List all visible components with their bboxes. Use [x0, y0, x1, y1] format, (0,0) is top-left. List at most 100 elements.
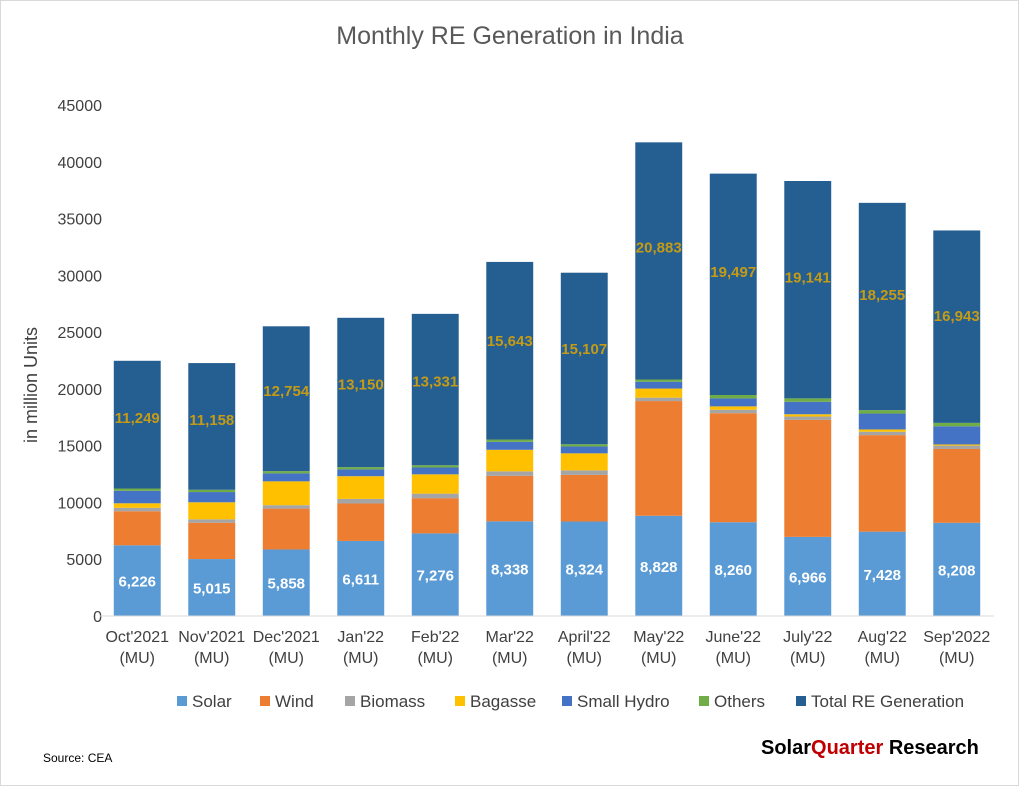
- bar-segment-wind: [560, 474, 608, 522]
- bar-segment-biomass: [262, 505, 310, 509]
- x-tick-unit: (MU): [417, 650, 453, 667]
- bar-segment-wind: [337, 503, 385, 541]
- x-tick-label: Sep'2022: [923, 629, 990, 646]
- data-label-total: 15,107: [561, 341, 607, 358]
- bar-segment-solar: [337, 540, 385, 616]
- bar-segment-small-hydro: [262, 473, 310, 482]
- bar-segment-small-hydro: [411, 467, 459, 475]
- legend-swatch-bagasse: [455, 696, 465, 706]
- bar-segment-wind: [709, 413, 757, 523]
- data-label-solar: 6,966: [789, 569, 827, 586]
- bar-segment-bagasse: [709, 406, 757, 410]
- x-tick-label: Dec'2021: [253, 629, 320, 646]
- bar-segment-others: [486, 439, 534, 442]
- bar-segment-bagasse: [337, 476, 385, 499]
- legend-swatch-solar: [177, 696, 187, 706]
- data-label-total: 13,150: [338, 376, 384, 393]
- data-label-total: 19,497: [710, 264, 756, 281]
- bar-segment-bagasse: [933, 444, 981, 446]
- x-tick-label: Jan'22: [337, 629, 384, 646]
- bar-segment-solar: [486, 521, 534, 616]
- bar-segment-others: [709, 395, 757, 399]
- data-label-solar: 7,276: [416, 568, 454, 585]
- bar-segment-total-re-generation: [486, 261, 534, 440]
- bar-segment-biomass: [113, 507, 161, 512]
- bar-segment-solar: [709, 522, 757, 616]
- data-label-solar: 5,015: [193, 581, 231, 598]
- bar-segment-bagasse: [858, 429, 906, 432]
- y-tick-label: 0: [93, 609, 102, 626]
- data-label-solar: 8,324: [565, 562, 603, 579]
- bar-segment-wind: [635, 401, 683, 516]
- bar-segment-total-re-generation: [411, 313, 459, 466]
- legend-label: Small Hydro: [577, 692, 670, 711]
- bar-segment-others: [560, 444, 608, 447]
- data-label-solar: 8,260: [714, 562, 752, 579]
- bar-segment-bagasse: [188, 502, 236, 520]
- data-label-solar: 8,828: [640, 559, 678, 576]
- legend-label: Bagasse: [470, 692, 536, 711]
- bar-segment-others: [933, 422, 981, 427]
- brand-research: Research: [883, 737, 979, 759]
- bar-segment-total-re-generation: [709, 173, 757, 396]
- bar-segment-total-re-generation: [262, 326, 310, 472]
- bar-segment-others: [262, 471, 310, 474]
- source-note: Source: CEA: [43, 751, 113, 765]
- bar-segment-total-re-generation: [113, 360, 161, 489]
- legend-label: Wind: [275, 692, 314, 711]
- data-label-total: 15,643: [487, 333, 533, 350]
- x-tick-unit: (MU): [641, 650, 677, 667]
- bar-segment-biomass: [858, 431, 906, 436]
- y-tick-label: 40000: [58, 155, 103, 172]
- data-label-total: 19,141: [785, 270, 831, 287]
- bar-segment-total-re-generation: [337, 317, 385, 468]
- x-tick-label: June'22: [705, 629, 761, 646]
- x-tick-label: Oct'2021: [105, 629, 169, 646]
- bar-segment-others: [784, 398, 832, 402]
- bar-segment-small-hydro: [858, 413, 906, 430]
- x-tick-unit: (MU): [566, 650, 602, 667]
- y-tick-label: 15000: [58, 439, 103, 456]
- data-label-solar: 7,428: [863, 567, 901, 584]
- legend-swatch-total-re-generation: [796, 696, 806, 706]
- bar-segment-biomass: [188, 519, 236, 523]
- bar-segment-bagasse: [784, 414, 832, 417]
- data-label-total: 11,158: [189, 412, 234, 429]
- y-tick-label: 35000: [58, 212, 103, 229]
- x-tick-unit: (MU): [790, 650, 826, 667]
- legend-swatch-others: [699, 696, 709, 706]
- bar-segment-bagasse: [635, 388, 683, 398]
- bar-segment-total-re-generation: [635, 142, 683, 380]
- y-tick-label: 20000: [58, 382, 103, 399]
- legend-label: Biomass: [360, 692, 425, 711]
- data-label-solar: 8,208: [938, 562, 976, 579]
- data-label-total: 12,754: [263, 383, 310, 400]
- bar-segment-small-hydro: [337, 469, 385, 477]
- bar-segment-solar: [784, 536, 832, 616]
- bar-segment-solar: [635, 515, 683, 616]
- legend-label: Total RE Generation: [811, 692, 964, 711]
- x-tick-unit: (MU): [119, 650, 155, 667]
- bar-segment-biomass: [337, 498, 385, 504]
- data-label-solar: 5,858: [267, 576, 305, 593]
- bar-segment-others: [337, 467, 385, 470]
- y-axis-label: in million Units: [21, 327, 41, 443]
- bar-segment-solar: [858, 531, 906, 616]
- data-label-solar: 6,611: [342, 571, 379, 588]
- x-tick-unit: (MU): [343, 650, 379, 667]
- legend-swatch-wind: [260, 696, 270, 706]
- legend-swatch-small-hydro: [562, 696, 572, 706]
- bar-segment-wind: [262, 508, 310, 550]
- legend-swatch-biomass: [345, 696, 355, 706]
- bar-segment-wind: [933, 448, 981, 523]
- x-tick-unit: (MU): [194, 650, 230, 667]
- bar-segment-bagasse: [411, 474, 459, 494]
- x-tick-label: April'22: [558, 629, 611, 646]
- x-tick-label: Mar'22: [486, 629, 535, 646]
- bar-segment-solar: [188, 559, 236, 616]
- bar-segment-biomass: [411, 493, 459, 499]
- x-tick-label: Feb'22: [411, 629, 460, 646]
- data-label-total: 18,255: [859, 287, 905, 304]
- bar-segment-others: [188, 489, 236, 493]
